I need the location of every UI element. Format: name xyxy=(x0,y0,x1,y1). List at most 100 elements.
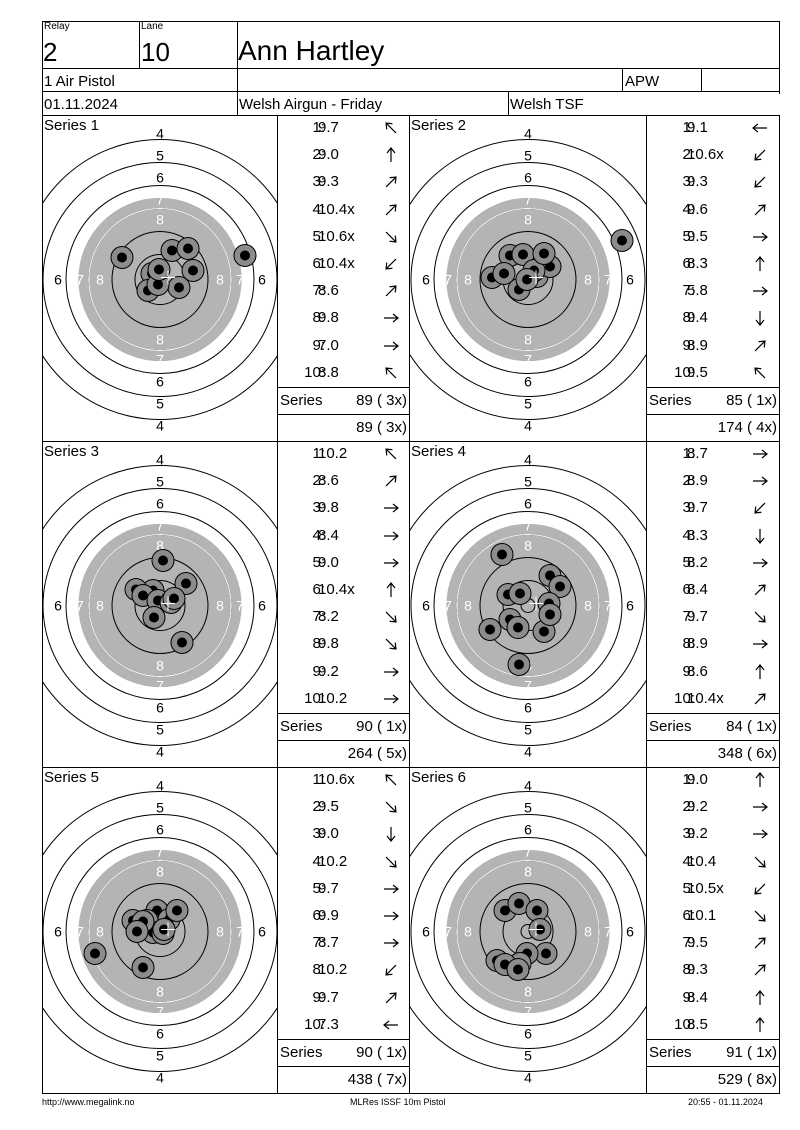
arrow-up-left-icon xyxy=(751,364,769,386)
shot-number: 7: xyxy=(682,608,695,626)
series-total-value: 84 ( 1x) xyxy=(726,718,777,735)
ring-number: 8 xyxy=(156,984,164,1000)
shot-row: 4: 10.4x xyxy=(278,201,409,221)
shot-number: 8: xyxy=(312,635,325,653)
shot-number: 3: xyxy=(682,173,695,191)
shot-row: 10: 10.2 xyxy=(278,690,409,710)
shot-score: 9.8 xyxy=(318,499,339,517)
ring-number: 5 xyxy=(524,148,532,164)
arrow-up-right-icon xyxy=(751,934,769,956)
shot-row: 6: 10.1 xyxy=(647,907,779,927)
shot-center xyxy=(541,948,551,959)
series-total-label: Series xyxy=(280,718,323,735)
ring-6 xyxy=(43,162,277,397)
arrow-down-icon xyxy=(751,527,769,549)
shot-number: 7: xyxy=(682,934,695,952)
cumulative-rule xyxy=(278,1066,409,1067)
shot-number: 8: xyxy=(682,309,695,327)
shot-score: 9.4 xyxy=(687,309,708,327)
shot-score: 10.5x xyxy=(687,879,724,897)
ring-2 xyxy=(134,580,186,631)
cumulative-rule xyxy=(278,740,409,741)
shot-number: 6: xyxy=(312,581,325,598)
group-center-marker xyxy=(529,922,543,937)
ring-number: 7 xyxy=(444,598,452,614)
shot-row: 1: 10.2 xyxy=(278,445,409,465)
shot-center xyxy=(181,578,191,589)
arrow-up-icon xyxy=(751,989,769,1011)
shot-row: 1: 9.7 xyxy=(278,119,409,139)
ring-number: 6 xyxy=(156,374,164,390)
ring-number: 6 xyxy=(156,700,164,716)
shot-number: 3: xyxy=(682,499,695,517)
shot-number: 7: xyxy=(682,282,695,300)
shot-row: 7: 8.6 xyxy=(278,282,409,302)
shot-number: 4: xyxy=(682,526,695,544)
ring-7-edge xyxy=(88,860,232,1003)
shot-center xyxy=(522,274,532,285)
ring-number: 5 xyxy=(524,396,532,412)
ring-number: 7 xyxy=(76,924,84,940)
ring-5 xyxy=(433,185,623,374)
shot-row: 7: 9.7 xyxy=(647,608,779,628)
group-center-marker xyxy=(161,922,175,937)
shot-list-1: 1: 9.7 2: 9.0 3: 9.3 4: 10.4x 5: 10.6x 6: 10.4x 7: 8.… xyxy=(278,116,409,442)
ring-number: 6 xyxy=(156,1026,164,1042)
shot-score: 8.4 xyxy=(318,526,339,544)
arrow-up-icon xyxy=(751,1016,769,1038)
shot-row: 9: 7.0 xyxy=(278,337,409,357)
arrow-up-icon xyxy=(751,255,769,277)
cumulative-value: 89 ( 3x) xyxy=(356,419,407,436)
lane-label: Lane xyxy=(141,21,164,32)
shot-score: 9.2 xyxy=(318,662,339,680)
series-title: Series 6 xyxy=(411,769,467,786)
ring-6 xyxy=(410,488,646,723)
shot-score: 8.3 xyxy=(687,526,708,544)
shot-row: 5: 8.2 xyxy=(647,554,779,574)
series-title: Series 3 xyxy=(44,443,100,460)
shot-center xyxy=(518,249,528,260)
arrow-right-icon xyxy=(751,798,769,820)
shot-score: 9.7 xyxy=(687,499,708,517)
shot-number: 3: xyxy=(312,173,325,191)
ring-7-edge xyxy=(88,534,232,677)
target-divider xyxy=(409,115,410,1093)
shot-number: 10: xyxy=(674,363,695,381)
shot-row: 5: 10.5x xyxy=(647,880,779,900)
shot-row: 3: 9.3 xyxy=(647,173,779,193)
arrow-left-icon xyxy=(751,119,769,141)
header: Relay 2 Lane 10 Ann Hartley 1 Air Pistol… xyxy=(42,21,780,115)
arrow-right-icon xyxy=(382,880,400,902)
shot-number: 3: xyxy=(312,499,325,517)
ring-7 xyxy=(410,791,646,1072)
arrow-down-left-icon xyxy=(751,146,769,168)
shot-row: 5: 10.6x xyxy=(278,228,409,248)
shot-row: 6: 10.4x xyxy=(278,255,409,275)
cumulative-value: 264 ( 5x) xyxy=(347,745,407,762)
shot-score: 9.2 xyxy=(687,825,708,843)
shot-number: 8: xyxy=(682,961,695,979)
shot-number: 4: xyxy=(312,852,325,870)
arrow-down-right-icon xyxy=(382,853,400,875)
shot-score: 8.8 xyxy=(318,363,339,381)
ring-number: 6 xyxy=(156,496,164,512)
ring-3 xyxy=(479,557,577,654)
arrow-up-right-icon xyxy=(382,282,400,304)
shot-number: 1: xyxy=(682,445,695,462)
shot-list-2: 1: 9.1 2: 10.6x 3: 9.3 4: 9.6 5: 9.5 6: 8.3 7: 5.8 8: 9… xyxy=(647,116,779,442)
shot-number: 1: xyxy=(312,771,325,788)
shot-score: 10.6x xyxy=(687,146,724,164)
shot-row: 2: 9.2 xyxy=(647,798,779,818)
arrow-up-icon xyxy=(382,581,400,603)
ring-number: 4 xyxy=(156,1070,164,1086)
ring-number: 7 xyxy=(236,598,244,614)
shot-center xyxy=(555,581,565,592)
ring-number: 5 xyxy=(156,800,164,816)
cumulative-rule xyxy=(278,414,409,415)
ring-number: 6 xyxy=(156,170,164,186)
arrow-up-right-icon xyxy=(382,173,400,195)
arrow-right-icon xyxy=(751,635,769,657)
arrow-down-icon xyxy=(751,309,769,331)
shot-score: 10.4x xyxy=(687,689,724,707)
ring-number: 8 xyxy=(464,598,472,614)
